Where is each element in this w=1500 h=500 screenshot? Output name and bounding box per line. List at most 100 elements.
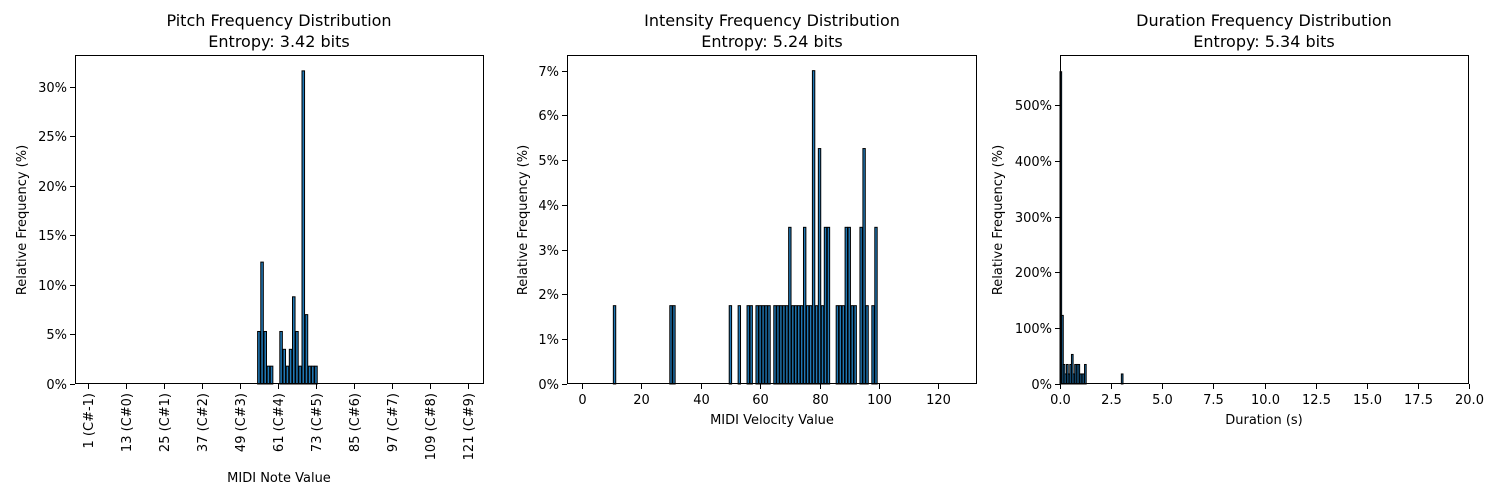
pitch-bar (288, 348, 293, 385)
duration-y-ticks: 0% 100% 200% 300% 400% 500% (1015, 99, 1060, 393)
duration-x-ticks: 0.0 2.5 5.0 7.5 10.0 12.5 15.0 17.5 20.0 (1050, 384, 1484, 408)
duration-y-tick-label: 0% (1031, 378, 1052, 393)
intensity-bar (850, 305, 854, 385)
pitch-x-tick-label: 109 (C#8) (424, 393, 439, 460)
pitch-x-tick-label: 1 (C#-1) (82, 393, 97, 448)
intensity-x-axis-label: MIDI Velocity Value (710, 413, 834, 428)
intensity-bar (773, 305, 777, 385)
pitch-bar (282, 348, 287, 385)
pitch-y-tick-label: 25% (38, 130, 67, 145)
intensity-bar (811, 70, 816, 385)
intensity-bar (767, 305, 771, 385)
pitch-y-tick-label: 10% (38, 279, 67, 294)
pitch-y-axis-label: Relative Frequency (%) (15, 145, 30, 295)
duration-x-tick-label: 2.5 (1101, 393, 1122, 408)
pitch-bar (311, 365, 315, 385)
pitch-y-tick-label: 20% (38, 180, 67, 195)
intensity-bar (823, 226, 828, 385)
pitch-chart: Pitch Frequency Distribution Entropy: 3.… (15, 11, 484, 486)
intensity-chart-title: Intensity Frequency Distribution (644, 11, 900, 30)
intensity-bar (865, 305, 869, 385)
intensity-x-tick-label: 60 (752, 393, 769, 408)
intensity-x-tick-label: 80 (812, 393, 829, 408)
pitch-x-tick-label: 49 (C#3) (234, 393, 249, 452)
duration-chart-title: Duration Frequency Distribution (1136, 11, 1392, 30)
intensity-bar (862, 148, 866, 385)
intensity-bar (805, 305, 810, 385)
duration-x-tick-label: 10.0 (1251, 393, 1280, 408)
pitch-y-tick-label: 30% (38, 81, 67, 96)
intensity-bar (794, 305, 798, 385)
intensity-bar (835, 305, 840, 385)
intensity-bar (761, 305, 765, 385)
pitch-chart-subtitle: Entropy: 3.42 bits (208, 32, 349, 51)
intensity-x-tick-label: 100 (867, 393, 892, 408)
pitch-bar (307, 365, 312, 385)
intensity-bar (755, 305, 759, 385)
intensity-y-tick-label: 6% (538, 109, 559, 124)
duration-y-tick-label: 100% (1015, 322, 1052, 337)
intensity-bars (612, 70, 878, 385)
pitch-bar (279, 330, 283, 385)
pitch-bar (301, 70, 306, 385)
intensity-bar (788, 226, 792, 385)
intensity-x-tick-label: 20 (633, 393, 650, 408)
intensity-y-tick-label: 3% (538, 244, 559, 259)
intensity-bar (669, 305, 673, 385)
intensity-bar (826, 226, 831, 385)
intensity-bar (791, 305, 795, 385)
pitch-y-ticks: 0% 5% 10% 15% 20% 25% 30% (38, 81, 75, 393)
intensity-bar (797, 305, 801, 385)
duration-x-tick-label: 0.0 (1050, 393, 1071, 408)
pitch-x-ticks: 1 (C#-1) 13 (C#0) 25 (C#1) 37 (C#2) 49 (C#3)… (82, 384, 477, 460)
duration-x-tick-label: 5.0 (1152, 393, 1173, 408)
duration-bar (1120, 373, 1124, 385)
pitch-bar (292, 296, 296, 385)
intensity-x-tick-label: 120 (926, 393, 951, 408)
intensity-bar (672, 305, 676, 385)
duration-chart: Duration Frequency Distribution Entropy:… (991, 11, 1484, 428)
pitch-bar (285, 365, 290, 385)
pitch-chart-title: Pitch Frequency Distribution (166, 11, 391, 30)
duration-y-tick-label: 400% (1015, 155, 1052, 170)
intensity-bar (820, 305, 825, 385)
intensity-bar (764, 305, 768, 385)
duration-y-tick-label: 500% (1015, 99, 1052, 114)
intensity-bar (874, 226, 878, 385)
pitch-bar (260, 261, 264, 385)
intensity-bar (808, 305, 813, 385)
pitch-bar (295, 330, 299, 385)
intensity-y-tick-label: 7% (538, 65, 559, 80)
intensity-y-ticks: 0% 1% 2% 3% 4% 5% 6% 7% (538, 65, 567, 393)
pitch-plot-frame (75, 55, 484, 384)
duration-plot-frame (1060, 55, 1469, 384)
pitch-x-tick-label: 37 (C#2) (196, 393, 211, 452)
pitch-x-tick-label: 97 (C#7) (386, 393, 401, 452)
intensity-bar (776, 305, 780, 385)
intensity-bar (800, 305, 804, 385)
pitch-x-tick-label: 13 (C#0) (120, 393, 135, 452)
intensity-bar (847, 226, 851, 385)
intensity-x-ticks: 0 20 40 60 80 100 120 (578, 384, 951, 408)
duration-y-tick-label: 300% (1015, 211, 1052, 226)
intensity-bar (871, 305, 875, 385)
intensity-bar (838, 305, 843, 385)
duration-bar (1084, 363, 1087, 385)
intensity-bar (737, 305, 742, 385)
duration-x-tick-label: 17.5 (1404, 393, 1433, 408)
intensity-y-tick-label: 5% (538, 154, 559, 169)
duration-chart-subtitle: Entropy: 5.34 bits (1193, 32, 1334, 51)
intensity-y-tick-label: 2% (538, 288, 559, 303)
intensity-chart: Intensity Frequency Distribution Entropy… (516, 11, 977, 428)
pitch-bar (263, 330, 267, 385)
intensity-y-tick-label: 0% (538, 378, 559, 393)
duration-x-tick-label: 7.5 (1203, 393, 1224, 408)
pitch-x-tick-label: 85 (C#6) (348, 393, 363, 452)
duration-y-tick-label: 200% (1015, 266, 1052, 281)
intensity-bar (802, 226, 807, 385)
pitch-bar (257, 330, 261, 385)
pitch-x-axis-label: MIDI Note Value (227, 471, 331, 486)
intensity-bar (782, 305, 786, 385)
pitch-x-tick-label: 73 (C#5) (310, 393, 325, 452)
